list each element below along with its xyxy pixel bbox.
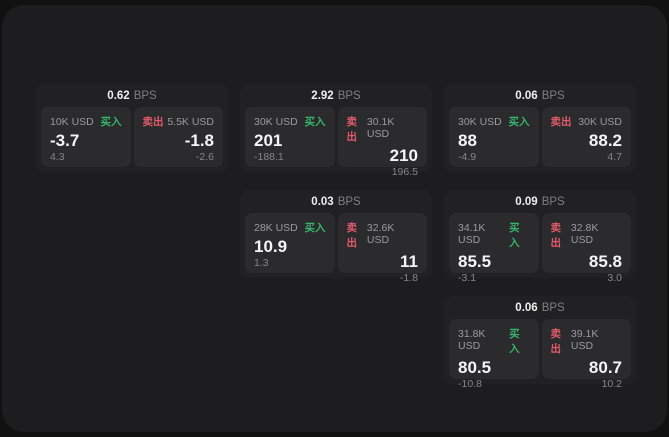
buy-delta: -4.9 — [458, 150, 477, 163]
sell-price: 11 — [400, 252, 418, 271]
sell-price: 85.8 — [588, 252, 622, 271]
buy-panel[interactable]: 34.1K USD 买入 85.5 -3.1 — [449, 213, 539, 284]
sell-price: 210 — [389, 146, 418, 165]
sell-delta: 3.0 — [607, 271, 622, 284]
bps-header: 0.06 BPS — [444, 84, 636, 107]
quote-card[interactable]: 0.09 BPS 34.1K USD 买入 85.5 -3.1 卖出 32.8K… — [444, 190, 636, 284]
buy-amount: 10K USD — [50, 116, 94, 128]
bps-value: 0.06 — [515, 89, 538, 102]
sell-label: 卖出 — [142, 116, 164, 128]
buy-delta: 1.3 — [254, 256, 269, 269]
bps-unit: BPS — [541, 301, 565, 314]
sell-price: -1.8 — [184, 131, 214, 150]
sell-amount: 30K USD — [578, 116, 622, 128]
quote-card[interactable]: 2.92 BPS 30K USD 买入 201 -188.1 卖出 30.1K … — [240, 84, 432, 178]
bps-unit: BPS — [337, 195, 361, 208]
quote-card[interactable]: 0.06 BPS 31.8K USD 买入 80.5 -10.8 卖出 39.1… — [444, 296, 636, 390]
sell-panel[interactable]: 卖出 30K USD 88.2 4.7 — [541, 107, 631, 167]
buy-label: 买入 — [100, 116, 122, 128]
buy-delta: -188.1 — [254, 150, 284, 163]
buy-panel[interactable]: 30K USD 买入 201 -188.1 — [245, 107, 335, 167]
bps-header: 0.03 BPS — [240, 190, 432, 213]
quote-card[interactable]: 0.06 BPS 30K USD 买入 88 -4.9 卖出 30K USD 8… — [444, 84, 636, 172]
buy-amount: 30K USD — [254, 116, 298, 128]
buy-panel[interactable]: 30K USD 买入 88 -4.9 — [449, 107, 539, 167]
sell-label: 卖出 — [550, 116, 572, 128]
sell-panel[interactable]: 卖出 30.1K USD 210 196.5 — [337, 107, 427, 178]
sell-delta: 10.2 — [601, 377, 622, 390]
buy-label: 买入 — [508, 116, 530, 128]
sell-panel[interactable]: 卖出 32.6K USD 11 -1.8 — [337, 213, 427, 284]
bps-unit: BPS — [541, 195, 565, 208]
sell-panel[interactable]: 卖出 39.1K USD 80.7 10.2 — [541, 319, 631, 390]
sell-panel[interactable]: 卖出 32.8K USD 85.8 3.0 — [541, 213, 631, 284]
bps-unit: BPS — [541, 89, 565, 102]
sell-amount: 30.1K USD — [366, 116, 395, 140]
buy-amount: 34.1K USD — [458, 222, 486, 246]
buy-panel[interactable]: 31.8K USD 买入 80.5 -10.8 — [449, 319, 539, 390]
sell-amount: 5.5K USD — [167, 116, 214, 128]
buy-price: 201 — [254, 131, 283, 150]
buy-amount: 31.8K USD — [458, 328, 486, 352]
sell-label: 卖出 — [550, 328, 562, 355]
sell-delta: -1.8 — [399, 271, 418, 284]
sell-amount: 39.1K USD — [570, 328, 599, 352]
bps-unit: BPS — [133, 89, 157, 102]
sell-amount: 32.8K USD — [570, 222, 599, 246]
buy-amount: 28K USD — [254, 222, 298, 234]
sell-panel[interactable]: 卖出 5.5K USD -1.8 -2.6 — [133, 107, 223, 167]
bps-header: 0.09 BPS — [444, 190, 636, 213]
buy-label: 买入 — [304, 116, 326, 128]
buy-price: 80.5 — [458, 358, 492, 377]
sell-delta: 196.5 — [391, 165, 418, 178]
sell-amount: 32.6K USD — [366, 222, 395, 246]
buy-label: 买入 — [509, 328, 520, 355]
bps-value: 0.62 — [107, 89, 130, 102]
sell-label: 卖出 — [346, 222, 358, 249]
bps-value: 0.09 — [515, 195, 538, 208]
bps-header: 0.06 BPS — [444, 296, 636, 319]
quote-card[interactable]: 0.03 BPS 28K USD 买入 10.9 1.3 卖出 32.6K US… — [240, 190, 432, 284]
buy-amount: 30K USD — [458, 116, 502, 128]
buy-delta: -3.1 — [458, 271, 477, 284]
buy-price: 88 — [458, 131, 477, 150]
bps-value: 2.92 — [311, 89, 334, 102]
sell-delta: -2.6 — [195, 150, 214, 163]
sell-price: 80.7 — [588, 358, 622, 377]
bps-value: 0.06 — [515, 301, 538, 314]
bps-value: 0.03 — [311, 195, 334, 208]
buy-label: 买入 — [509, 222, 520, 249]
bps-header: 2.92 BPS — [240, 84, 432, 107]
bps-header: 0.62 BPS — [36, 84, 228, 107]
buy-panel[interactable]: 10K USD 买入 -3.7 4.3 — [41, 107, 131, 167]
sell-price: 88.2 — [588, 131, 622, 150]
sell-label: 卖出 — [550, 222, 562, 249]
buy-price: 85.5 — [458, 252, 492, 271]
buy-price: -3.7 — [50, 131, 80, 150]
sell-label: 卖出 — [346, 116, 358, 143]
buy-label: 买入 — [304, 222, 326, 234]
bps-unit: BPS — [337, 89, 361, 102]
sell-delta: 4.7 — [607, 150, 622, 163]
buy-price: 10.9 — [254, 237, 288, 256]
buy-delta: 4.3 — [50, 150, 65, 163]
buy-delta: -10.8 — [458, 377, 482, 390]
buy-panel[interactable]: 28K USD 买入 10.9 1.3 — [245, 213, 335, 273]
quote-card[interactable]: 0.62 BPS 10K USD 买入 -3.7 4.3 卖出 5.5K USD… — [36, 84, 228, 172]
